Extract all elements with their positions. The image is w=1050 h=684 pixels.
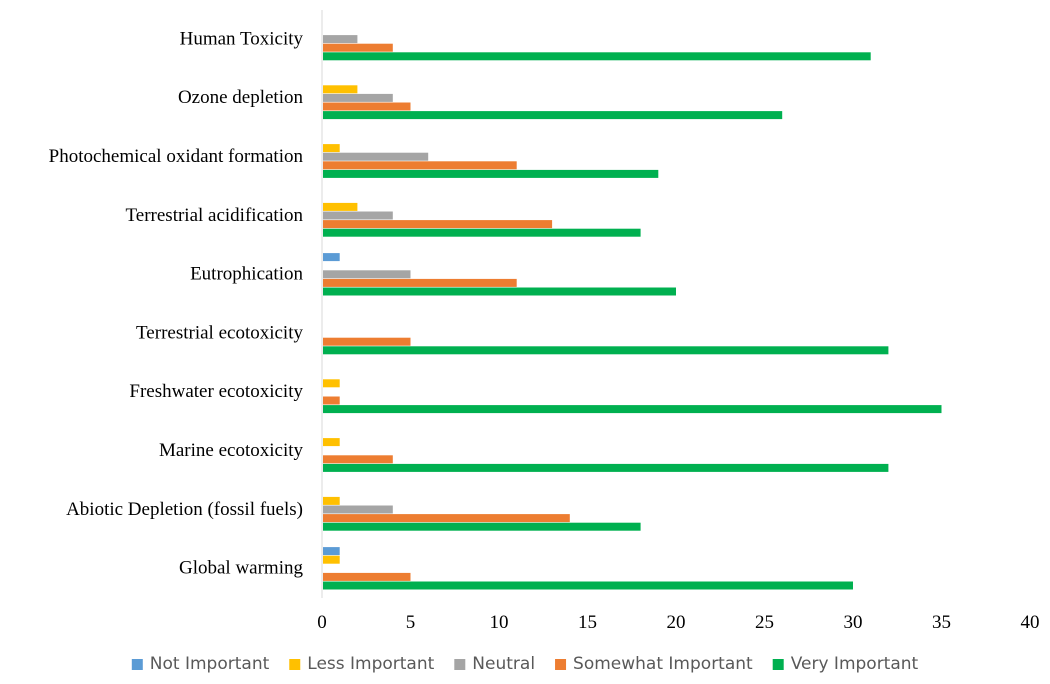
bars-layer — [323, 35, 942, 590]
legend-label: Neutral — [472, 654, 535, 674]
x-tick-label: 15 — [578, 612, 597, 633]
x-tick-label: 30 — [844, 612, 863, 633]
bar-somewhat-important — [323, 396, 340, 405]
bar-somewhat-important — [323, 220, 553, 229]
legend-item-neutral: Neutral — [454, 654, 535, 674]
bar-less-important — [323, 496, 340, 505]
bar-not-important — [323, 547, 340, 556]
legend-swatch — [555, 659, 567, 670]
bar-less-important — [323, 85, 358, 94]
x-tick-label: 25 — [755, 612, 774, 633]
legend-swatch — [131, 659, 143, 670]
bar-neutral — [323, 93, 393, 102]
bar-very-important — [323, 111, 783, 120]
bar-not-important — [323, 253, 340, 262]
bar-neutral — [323, 505, 393, 514]
category-label: Freshwater ecotoxicity — [129, 381, 303, 402]
bar-neutral — [323, 35, 358, 44]
legend-swatch — [772, 659, 784, 670]
x-tick-label: 10 — [490, 612, 509, 633]
legend-item-very-important: Very Important — [772, 654, 919, 674]
bar-somewhat-important — [323, 455, 393, 464]
x-tick-label: 40 — [1021, 612, 1040, 633]
bar-less-important — [323, 555, 340, 564]
legend-label: Very Important — [791, 654, 919, 674]
bar-very-important — [323, 228, 641, 237]
bar-very-important — [323, 169, 659, 178]
bar-very-important — [323, 52, 871, 61]
bar-very-important — [323, 522, 641, 531]
category-label: Terrestrial ecotoxicity — [136, 322, 303, 343]
category-label: Eutrophication — [190, 264, 303, 285]
category-label: Ozone depletion — [178, 87, 304, 108]
legend-label: Not Important — [150, 654, 270, 674]
bar-very-important — [323, 346, 889, 355]
bar-very-important — [323, 581, 853, 590]
bar-somewhat-important — [323, 43, 393, 52]
category-label: Human Toxicity — [180, 28, 304, 49]
legend-swatch — [454, 659, 466, 670]
x-tick-label: 35 — [932, 612, 951, 633]
legend-item-less-important: Less Important — [289, 654, 435, 674]
bar-somewhat-important — [323, 572, 411, 581]
bar-somewhat-important — [323, 337, 411, 346]
x-tick-label: 0 — [317, 612, 327, 633]
legend: Not Important Less Important Neutral Somewh… — [131, 654, 919, 674]
bar-very-important — [323, 463, 889, 472]
bar-less-important — [323, 379, 340, 388]
legend-label: Somewhat Important — [573, 654, 753, 674]
bar-less-important — [323, 202, 358, 211]
category-label: Marine ecotoxicity — [159, 440, 304, 461]
legend-item-somewhat-important: Somewhat Important — [555, 654, 753, 674]
bar-somewhat-important — [323, 514, 570, 523]
bar-neutral — [323, 270, 411, 279]
bar-somewhat-important — [323, 161, 517, 170]
legend-item-not-important: Not Important — [131, 654, 270, 674]
x-tick-labels: 0 5 10 15 20 25 30 35 40 — [317, 612, 1039, 633]
category-label: Terrestrial acidification — [126, 205, 304, 226]
bar-somewhat-important — [323, 102, 411, 111]
bar-less-important — [323, 438, 340, 447]
bar-somewhat-important — [323, 278, 517, 287]
bar-neutral — [323, 211, 393, 220]
bar-very-important — [323, 287, 676, 296]
bar-neutral — [323, 152, 429, 161]
bar-very-important — [323, 405, 942, 414]
category-labels: Human Toxicity Ozone depletion Photochemic… — [49, 28, 304, 578]
category-label: Photochemical oxidant formation — [49, 146, 304, 167]
bar-less-important — [323, 144, 340, 153]
category-label: Abiotic Depletion (fossil fuels) — [66, 499, 303, 520]
category-label: Global warming — [179, 558, 304, 579]
x-tick-label: 20 — [667, 612, 686, 633]
legend-swatch — [289, 659, 301, 670]
legend-label: Less Important — [307, 654, 434, 674]
x-tick-label: 5 — [406, 612, 416, 633]
